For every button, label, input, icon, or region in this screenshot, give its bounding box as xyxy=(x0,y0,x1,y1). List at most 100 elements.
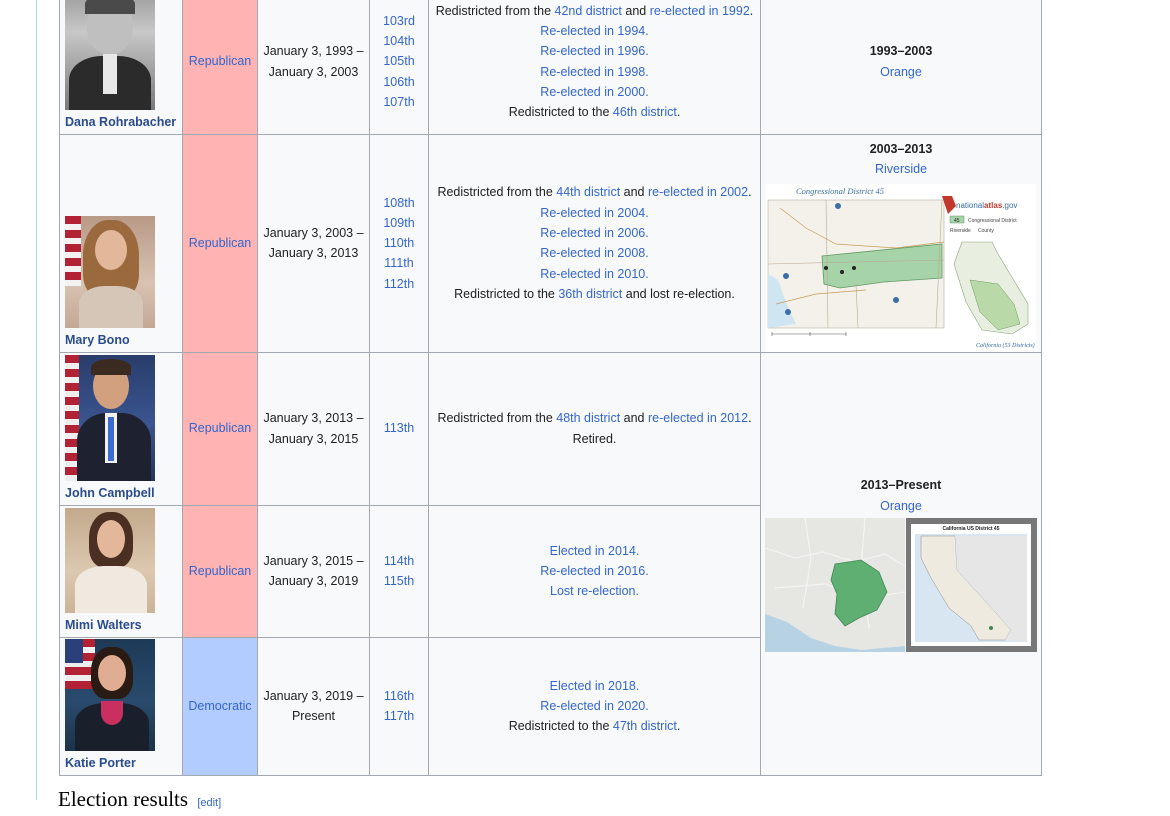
table-row: Mary Bono Republican January 3, 2003 – Ja… xyxy=(59,134,1042,353)
election-link[interactable]: Re-elected in 2006. xyxy=(540,226,649,240)
congress-link[interactable]: 117th xyxy=(383,709,415,724)
edit-section-link[interactable]: [edit] xyxy=(197,797,222,809)
table-row: Dana Rohrabacher Republican January 3, 1… xyxy=(59,0,1042,135)
congress-cell: 114th 115th xyxy=(369,504,429,638)
district-link[interactable]: 47th district xyxy=(612,719,677,734)
member-portrait[interactable] xyxy=(65,354,155,481)
district-era-cell: 1993–2003 Orange xyxy=(760,0,1042,135)
history-text: . xyxy=(676,105,681,120)
legend-county: County xyxy=(978,228,994,234)
congress-link[interactable]: 106th xyxy=(383,74,415,89)
election-link[interactable]: Re-elected in 2000. xyxy=(540,84,649,99)
election-link[interactable]: Re-elected in 2010. xyxy=(540,266,649,281)
election-link[interactable]: Re-elected in 1998. xyxy=(540,64,649,79)
years-end: Present xyxy=(291,709,336,724)
history-text: . xyxy=(748,185,752,200)
congress-link[interactable]: 113th xyxy=(383,421,415,436)
district-link[interactable]: 42nd district xyxy=(554,3,622,18)
history-text: . xyxy=(749,3,754,18)
party-link[interactable]: Republican xyxy=(188,236,252,251)
party-cell: Republican xyxy=(182,504,258,638)
years-cell: January 3, 1993 – January 3, 2003 xyxy=(257,0,370,135)
county-link[interactable]: Orange xyxy=(880,64,922,79)
congress-cell: 108th 109th 110th 111th 112th xyxy=(369,134,429,353)
map-caption: California (53 Districts) xyxy=(976,342,1035,349)
congress-link[interactable]: 110th xyxy=(383,236,415,251)
history-text: and xyxy=(620,185,648,200)
member-name-link[interactable]: Dana Rohrabacher xyxy=(65,115,177,129)
history-text: Redistricted to the xyxy=(508,719,613,734)
district-link[interactable]: 36th district xyxy=(558,286,623,301)
party-cell: Republican xyxy=(182,0,258,135)
congress-link[interactable]: 116th xyxy=(383,688,415,703)
years-start: January 3, 2013 – xyxy=(263,411,364,426)
congress-link[interactable]: 115th xyxy=(383,574,415,589)
congress-link[interactable]: 104th xyxy=(383,34,415,49)
district-map-2013[interactable]: California US District 45 xyxy=(765,517,1037,652)
election-link[interactable]: re-elected in 2012 xyxy=(647,411,749,426)
congress-link[interactable]: 103rd xyxy=(383,13,415,28)
electoral-history-cell: Redistricted from the 42nd district and … xyxy=(428,0,761,135)
election-link[interactable]: Re-elected in 2016. xyxy=(540,563,649,578)
years-cell: January 3, 2013 – January 3, 2015 xyxy=(257,351,370,506)
election-link[interactable]: Elected in 2018. xyxy=(549,678,640,693)
electoral-history-cell: Redistricted from the 48th district and … xyxy=(428,351,761,506)
history-text: and lost re-election. xyxy=(622,286,735,301)
member-portrait[interactable] xyxy=(65,0,155,110)
years-cell: January 3, 2019 – Present xyxy=(257,636,370,776)
member-name-link[interactable]: Mary Bono xyxy=(65,332,130,347)
legend-label: Congressional District xyxy=(968,218,1017,224)
election-link[interactable]: Lost re-election. xyxy=(550,584,639,599)
election-link[interactable]: Re-elected in 2008. xyxy=(540,246,649,261)
congress-link[interactable]: 114th xyxy=(383,553,415,568)
election-link[interactable]: Re-elected in 2020. xyxy=(540,698,649,713)
member-portrait[interactable] xyxy=(65,638,155,751)
party-link[interactable]: Democratic xyxy=(188,698,252,713)
district-link[interactable]: 48th district xyxy=(556,411,621,426)
era-years: 2003–2013 xyxy=(869,142,933,156)
years-end: January 3, 2015 xyxy=(268,431,359,446)
district-link[interactable]: 44th district xyxy=(556,185,621,200)
history-text: . xyxy=(748,411,752,426)
party-cell: Republican xyxy=(182,134,258,353)
district-link[interactable]: 46th district xyxy=(612,105,677,120)
election-link[interactable]: re-elected in 2002 xyxy=(647,185,749,200)
years-end: January 3, 2013 xyxy=(268,246,359,261)
county-link[interactable]: Riverside xyxy=(874,162,928,177)
history-text: . xyxy=(676,719,681,734)
congress-link[interactable]: 112th xyxy=(383,276,415,291)
table-row: Katie Porter Democratic January 3, 2019 … xyxy=(59,636,1042,776)
party-cell: Democratic xyxy=(182,636,258,776)
years-start: January 3, 2019 – xyxy=(263,688,364,703)
election-link[interactable]: Re-elected in 2004. xyxy=(540,205,649,220)
member-name-link[interactable]: Mimi Walters xyxy=(65,617,142,632)
years-cell: January 3, 2015 – January 3, 2019 xyxy=(257,504,370,638)
congress-link[interactable]: 105th xyxy=(383,54,415,69)
member-name-link[interactable]: Katie Porter xyxy=(65,755,136,770)
party-link[interactable]: Republican xyxy=(188,421,252,436)
county-link[interactable]: Orange xyxy=(880,498,922,513)
years-end: January 3, 2003 xyxy=(268,64,359,79)
era-years: 1993–2003 xyxy=(869,44,933,59)
member-portrait[interactable] xyxy=(65,507,155,613)
election-link[interactable]: Re-elected in 1996. xyxy=(540,44,649,59)
party-link[interactable]: Republican xyxy=(188,563,252,578)
section-heading-text: Election results xyxy=(58,787,189,811)
congress-link[interactable]: 111th xyxy=(384,256,414,271)
party-link[interactable]: Republican xyxy=(188,54,252,69)
history-text: Redistricted from the xyxy=(437,185,557,200)
electoral-history-cell: Elected in 2014. Re-elected in 2016. Los… xyxy=(428,504,761,638)
election-link[interactable]: re-elected in 1992 xyxy=(649,3,750,18)
congress-link[interactable]: 108th xyxy=(383,195,415,210)
member-portrait[interactable] xyxy=(65,215,155,328)
party-cell: Republican xyxy=(182,351,258,506)
history-text: Redistricted to the xyxy=(508,105,613,120)
election-results-heading: Election results [edit] xyxy=(58,786,221,816)
congress-link[interactable]: 107th xyxy=(383,94,415,109)
election-link[interactable]: Re-elected in 1994. xyxy=(540,23,649,38)
district-map-2003[interactable]: Congressional District 45 nationalatlas.… xyxy=(766,183,1036,352)
member-name-link[interactable]: John Campbell xyxy=(65,485,155,500)
election-link[interactable]: Elected in 2014. xyxy=(549,543,640,558)
congress-link[interactable]: 109th xyxy=(383,215,415,230)
member-cell: Katie Porter xyxy=(59,636,183,776)
